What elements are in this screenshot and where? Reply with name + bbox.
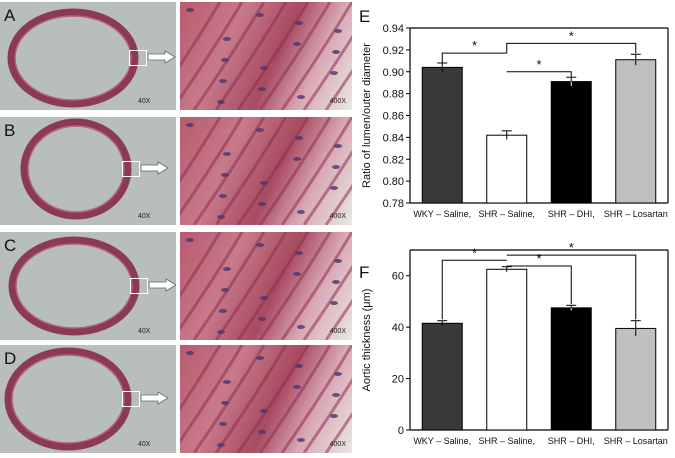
low-mag-label: 40X (138, 213, 151, 220)
significance-star: * (569, 28, 574, 43)
significance-star: * (472, 245, 477, 260)
low-magnification-image: 40X (0, 2, 176, 110)
panel-letter: C (4, 236, 17, 255)
low-magnification-image: 40X (0, 117, 176, 225)
tissue-texture (180, 2, 352, 110)
panel-letter-f: F (359, 263, 369, 282)
significance-bracket (506, 42, 637, 54)
x-tick-label: SHR – Losartan (604, 436, 668, 446)
panel-letter: A (4, 6, 16, 25)
inset-box (122, 161, 140, 177)
bar (421, 66, 463, 204)
significance-star: * (569, 240, 574, 255)
x-tick-label: SHR – DHI, (548, 436, 595, 446)
y-tick-label: 0.80 (383, 176, 404, 188)
x-tick-label: SHR – DHI, (548, 209, 595, 219)
bar (486, 134, 528, 204)
significance-bracket (506, 265, 572, 304)
significance-star: * (536, 251, 541, 266)
micrograph-row-c: 40X 400X C (0, 232, 352, 340)
bar (486, 268, 528, 431)
bar (421, 322, 463, 431)
panel-letter-e: E (359, 7, 370, 26)
significance-bracket (506, 254, 637, 320)
aorta-cross-section (7, 8, 139, 108)
x-tick-label: WKY – Saline, (413, 209, 471, 219)
tissue-texture (180, 117, 352, 225)
x-tick-label: SHR – Saline, (478, 209, 535, 219)
bar (615, 59, 657, 204)
micrograph-row-a: 40X 400X A (0, 2, 352, 110)
y-tick-label: 0.78 (383, 198, 404, 210)
high-magnification-image: 400X (180, 117, 352, 225)
low-mag-label: 40X (138, 328, 151, 335)
low-mag-label: 40X (138, 441, 151, 448)
y-tick-label: 20 (392, 374, 404, 386)
y-tick-label: 0.82 (383, 154, 404, 166)
y-tick-label: 0.86 (383, 111, 404, 123)
arrow-right-icon (140, 161, 169, 175)
tissue-texture (180, 345, 352, 453)
micrograph-row-d: 40X 400X D (0, 345, 352, 453)
high-magnification-image: 400X (180, 2, 352, 110)
inset-box (130, 278, 148, 294)
y-axis-label: Aortic thickness (μm) (361, 289, 373, 392)
chart-f-aortic-thickness: F 0 20 40 60 Aortic thickness (μm) WKY – Sali… (359, 240, 669, 446)
high-mag-label: 400X (329, 213, 346, 220)
x-tick-label: WKY – Saline, (413, 436, 471, 446)
x-tick-label: SHR – Saline, (478, 436, 535, 446)
significance-star: * (536, 57, 541, 72)
high-mag-label: 400X (329, 328, 346, 335)
bar (615, 327, 657, 431)
low-magnification-image: 40X (0, 345, 176, 453)
y-tick-label: 40 (392, 322, 404, 334)
inset-box (122, 391, 140, 407)
aorta-cross-section (20, 118, 132, 220)
high-magnification-image: 400X (180, 345, 352, 453)
inset-box (129, 50, 147, 66)
x-tick-label: SHR – Losartan (604, 209, 668, 219)
significance-bracket (506, 71, 572, 78)
y-axis-label: Ratio of lumen/outer diameter (361, 43, 373, 188)
significance-star: * (472, 38, 477, 53)
significance-bracket (441, 259, 507, 320)
arrow-right-icon (147, 50, 176, 64)
arrow-right-icon (140, 391, 169, 405)
y-tick-label: 0 (398, 425, 404, 437)
y-tick-label: 60 (392, 271, 404, 283)
significance-bracket (441, 52, 507, 63)
tissue-texture (180, 232, 352, 340)
bar (550, 307, 592, 431)
aorta-cross-section (8, 236, 140, 336)
panel-letter: B (4, 121, 16, 140)
y-tick-label: 0.88 (383, 89, 404, 101)
high-mag-label: 400X (329, 98, 346, 105)
low-magnification-image: 40X (0, 232, 176, 340)
high-mag-label: 400X (329, 441, 346, 448)
aorta-cross-section (4, 347, 132, 451)
y-tick-label: 0.90 (383, 67, 404, 79)
micrograph-row-b: 40X 400X B (0, 117, 352, 225)
y-tick-label: 0.92 (383, 45, 404, 57)
panel-letter: D (4, 349, 17, 368)
chart-e-lumen-ratio: E 0.78 0.80 0.82 0.84 0.86 0.88 0.90 0.92 0.94 Ra… (359, 7, 669, 219)
low-mag-label: 40X (138, 98, 151, 105)
y-tick-label: 0.94 (383, 23, 404, 35)
bar (550, 81, 592, 204)
arrow-right-icon (148, 278, 176, 292)
high-magnification-image: 400X (180, 232, 352, 340)
y-tick-label: 0.84 (383, 132, 404, 144)
